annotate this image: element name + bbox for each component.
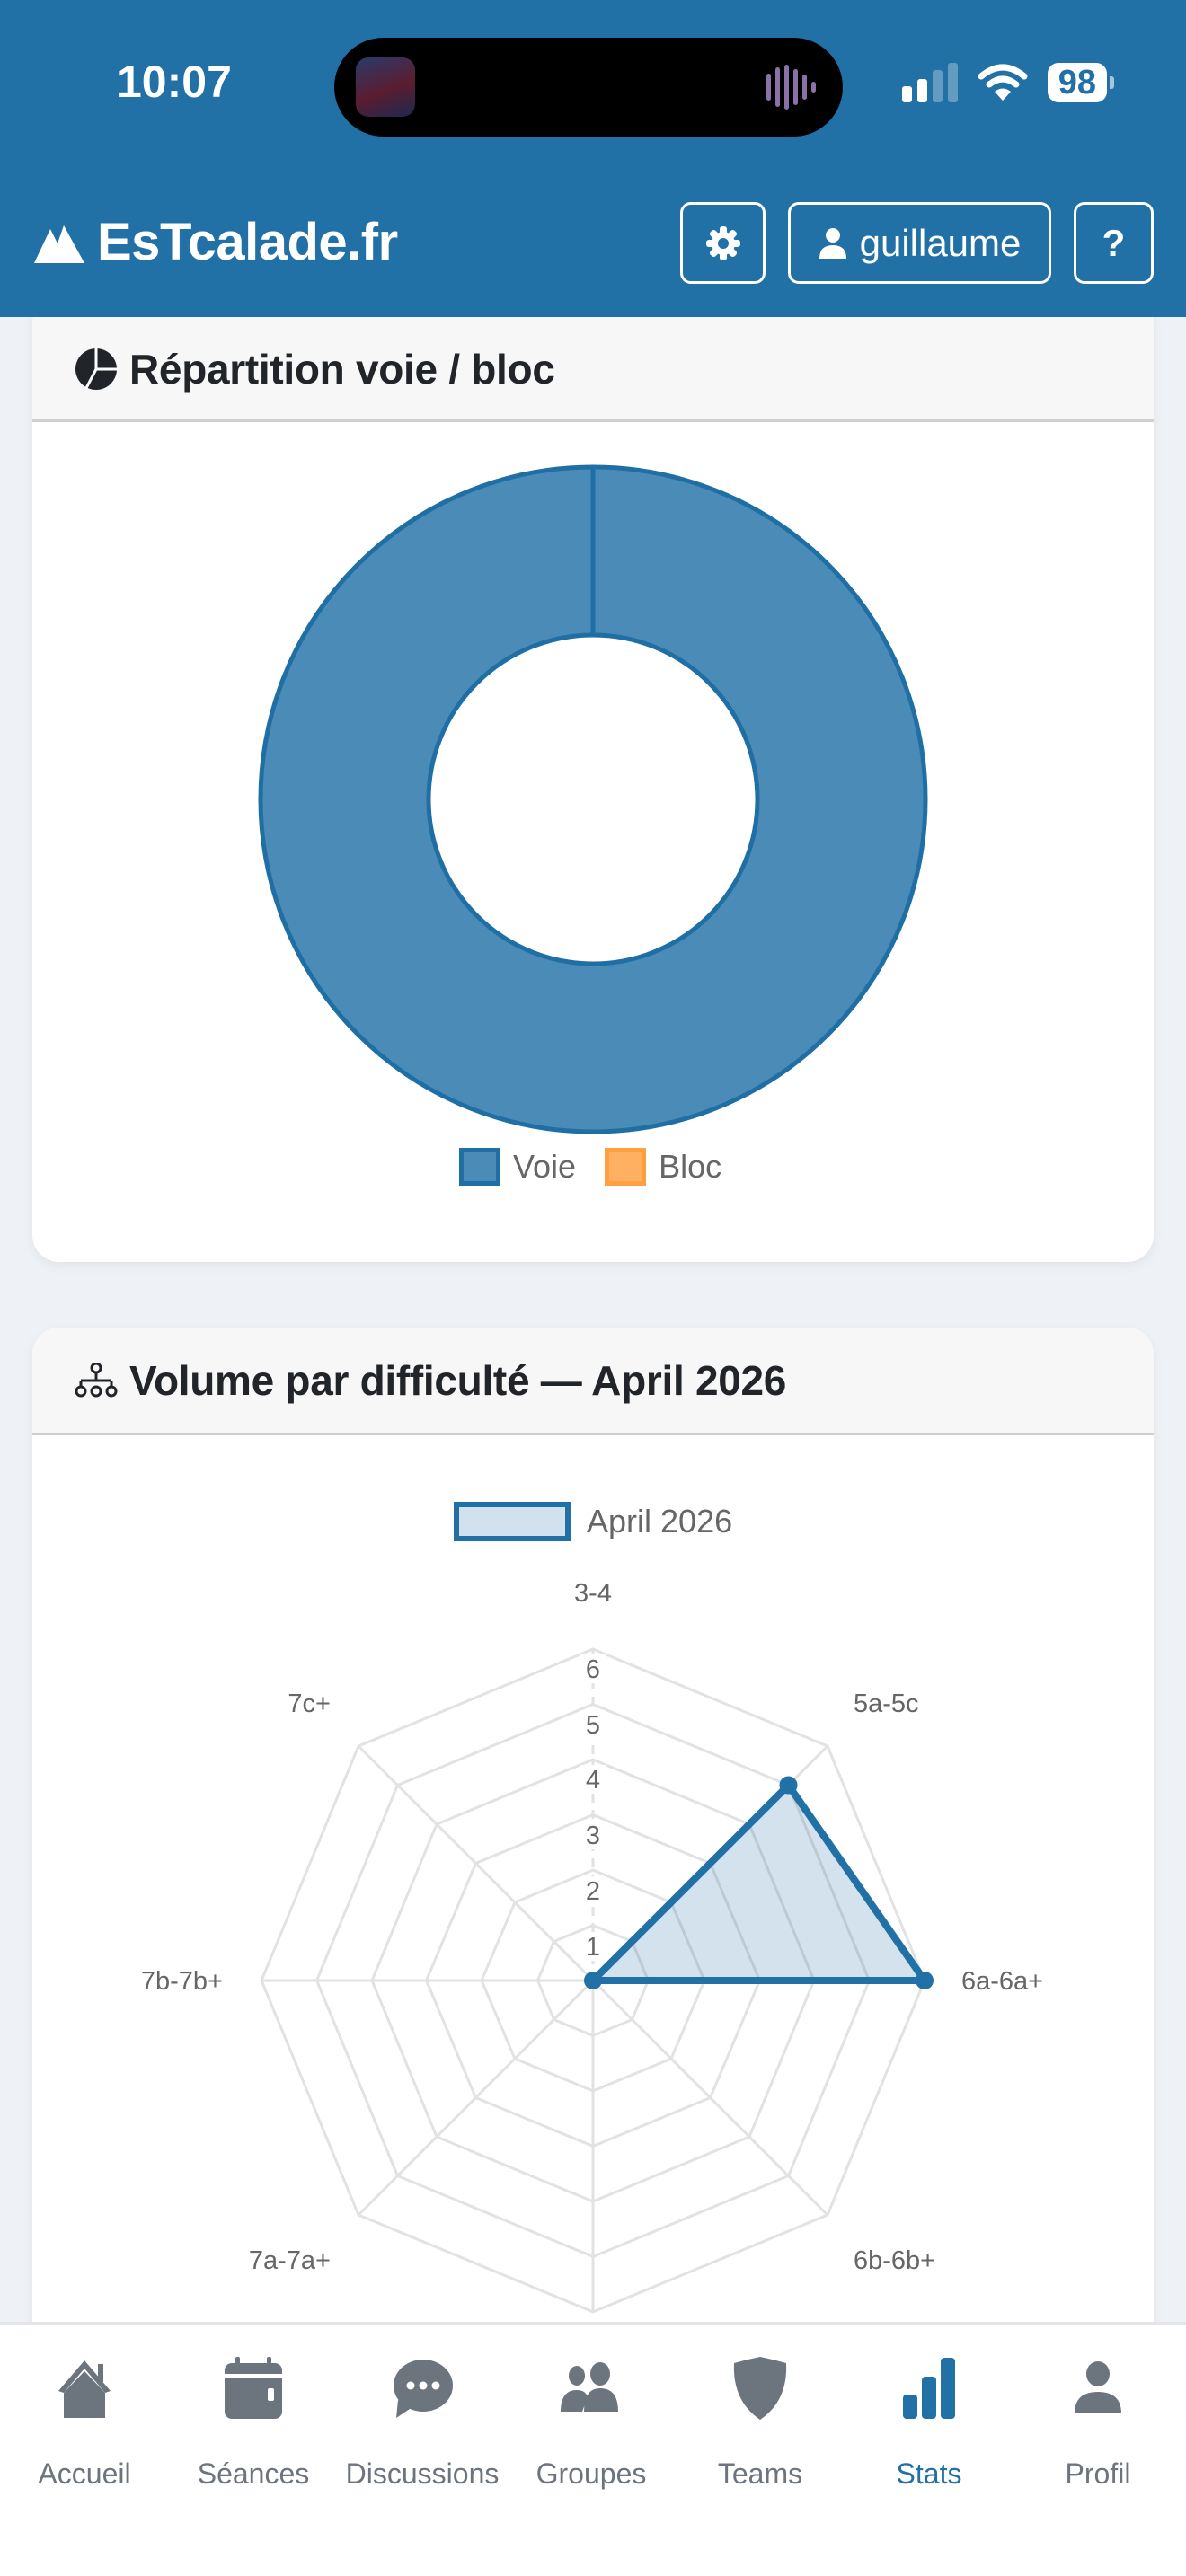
card-title: Répartition voie / bloc <box>129 345 555 393</box>
nav-seances[interactable]: Séances <box>169 2348 338 2491</box>
help-icon: ? <box>1102 221 1126 264</box>
nav-teams[interactable]: Teams <box>676 2348 845 2491</box>
legend-item-bloc[interactable]: Bloc <box>605 1148 721 1186</box>
shield-icon <box>733 2357 787 2420</box>
doughnut-chart[interactable] <box>32 422 1154 1262</box>
mountain-logo-icon <box>34 225 84 263</box>
doughnut-legend: Voie Bloc <box>459 1148 721 1186</box>
people-icon <box>561 2362 618 2412</box>
axis-label-7a-7a: 7a-7a+ <box>249 2246 331 2275</box>
person-icon <box>1075 2361 1121 2413</box>
voie-swatch <box>459 1148 500 1186</box>
chat-icon <box>394 2360 453 2418</box>
card-header: Répartition voie / bloc <box>32 296 1154 422</box>
tick-4: 4 <box>586 1766 600 1795</box>
pie-chart-icon <box>75 348 117 390</box>
person-icon <box>819 227 846 259</box>
tick-6: 6 <box>586 1655 600 1684</box>
tick-5: 5 <box>586 1711 600 1740</box>
username-label: guillaume <box>859 221 1022 264</box>
nav-groupes[interactable]: Groupes <box>507 2348 676 2491</box>
axis-label-5a-5c: 5a-5c <box>854 1689 919 1718</box>
volume-card: Volume par difficulté — April 2026 April… <box>32 1328 1154 2405</box>
bloc-swatch <box>605 1148 647 1186</box>
axis-label-7b-7b: 7b-7b+ <box>141 1967 223 1996</box>
card-header: Volume par difficulté — April 2026 <box>32 1328 1154 1435</box>
tick-1: 1 <box>586 1933 600 1962</box>
nav-label: Séances <box>197 2457 310 2490</box>
battery-indicator: 98 <box>1047 63 1114 102</box>
nav-profil[interactable]: Profil <box>1013 2348 1182 2491</box>
status-icons: 98 <box>901 63 1114 102</box>
now-playing-artwork <box>356 57 415 117</box>
help-button[interactable]: ? <box>1074 202 1154 284</box>
calendar-icon <box>225 2357 282 2419</box>
nav-label: Discussions <box>345 2457 500 2490</box>
nav-label: Teams <box>717 2457 803 2490</box>
dynamic-island <box>334 38 843 137</box>
user-menu-button[interactable]: guillaume <box>788 202 1051 284</box>
cellular-signal-icon <box>901 63 958 102</box>
nav-accueil[interactable]: Accueil <box>0 2348 169 2491</box>
radar-legend[interactable]: April 2026 <box>454 1502 732 1541</box>
brand-title: EsTcalade.fr <box>97 213 398 271</box>
axis-label-6a-6a: 6a-6a+ <box>961 1967 1043 1996</box>
legend-label: Bloc <box>659 1148 722 1185</box>
legend-item-voie[interactable]: Voie <box>459 1148 576 1186</box>
nav-stats[interactable]: Stats <box>845 2348 1013 2491</box>
home-icon <box>58 2360 111 2418</box>
card-title: Volume par difficulté — April 2026 <box>129 1356 787 1404</box>
status-time: 10:07 <box>117 57 232 107</box>
settings-button[interactable] <box>680 202 766 284</box>
brand-link[interactable]: EsTcalade.fr <box>34 212 398 272</box>
nav-label: Profil <box>1065 2457 1131 2490</box>
nav-discussions[interactable]: Discussions <box>338 2348 507 2491</box>
wifi-icon <box>978 64 1028 101</box>
diagram-icon <box>75 1362 118 1397</box>
gear-icon <box>705 225 740 260</box>
nav-label: Groupes <box>535 2457 647 2490</box>
tick-3: 3 <box>586 1822 600 1850</box>
nav-label: Stats <box>896 2457 962 2490</box>
nav-label: Accueil <box>38 2457 131 2490</box>
bottom-nav: Accueil Séances Discussions <box>0 2322 1186 2576</box>
april-swatch <box>454 1502 571 1541</box>
repartition-card: Répartition voie / bloc Voie Bloc <box>32 296 1154 1262</box>
audio-waveform-icon <box>766 65 816 110</box>
legend-label: April 2026 <box>587 1503 733 1539</box>
bar-chart-icon <box>903 2358 955 2419</box>
axis-label-3-4: 3-4 <box>574 1579 612 1608</box>
app-header: 10:07 98 EsTcalade.fr <box>0 0 1186 317</box>
battery-level: 98 <box>1047 63 1107 102</box>
radar-chart[interactable]: 1 2 3 4 5 6 3-4 5a-5c 6a-6a+ 6b-6b+ 7a-7… <box>32 1328 1154 2405</box>
legend-label: Voie <box>513 1148 577 1185</box>
axis-label-6b-6b: 6b-6b+ <box>854 2246 935 2275</box>
axis-label-7c: 7c+ <box>288 1689 331 1718</box>
tick-2: 2 <box>586 1877 600 1906</box>
